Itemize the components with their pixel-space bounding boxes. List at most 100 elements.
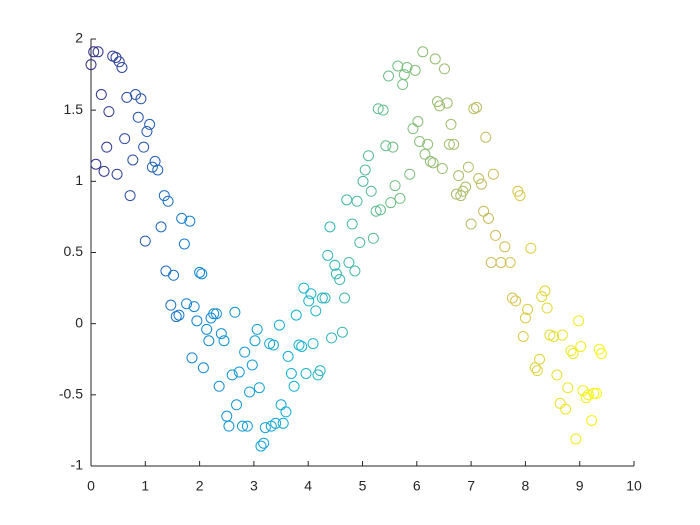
scatter-point xyxy=(132,111,144,123)
scatter-point xyxy=(139,235,151,247)
x-tick-label: 9 xyxy=(576,478,584,494)
scatter-point xyxy=(471,101,483,113)
x-tick-label: 1 xyxy=(141,478,149,494)
scatter-point xyxy=(339,292,351,304)
scatter-point xyxy=(565,345,577,357)
scatter-point xyxy=(387,141,399,153)
scatter-point xyxy=(213,380,225,392)
scatter-point xyxy=(485,256,497,268)
scatter-point xyxy=(218,335,230,347)
scatter-point xyxy=(370,205,382,217)
scatter-point xyxy=(267,339,279,351)
scatter-point xyxy=(536,291,548,303)
scatter-point xyxy=(465,218,477,230)
scatter-point xyxy=(158,190,170,202)
scatter-point xyxy=(168,269,180,281)
scatter-point xyxy=(349,265,361,277)
scatter-point xyxy=(450,188,462,200)
scatter-point xyxy=(181,298,193,310)
scatter-point xyxy=(438,63,450,75)
scatter-point xyxy=(462,161,474,173)
scatter-point xyxy=(282,350,294,362)
scatter-point xyxy=(270,417,282,429)
y-tick-label: -1 xyxy=(71,457,84,473)
scatter-point xyxy=(554,397,566,409)
scatter-point xyxy=(351,195,363,207)
scatter-point xyxy=(92,46,104,58)
scatter-point xyxy=(445,118,457,130)
scatter-point xyxy=(144,118,156,130)
scatter-point xyxy=(155,221,167,233)
scatter-point xyxy=(573,315,585,327)
scatter-point xyxy=(448,138,460,150)
scatter-point xyxy=(231,399,243,411)
scatter-point xyxy=(186,352,198,364)
scatter-point xyxy=(392,60,404,72)
scatter-point xyxy=(173,309,185,321)
scatter-point xyxy=(90,158,102,170)
scatter-point xyxy=(562,382,574,394)
scatter-point xyxy=(226,369,238,381)
scatter-point xyxy=(303,295,315,307)
scatter-point xyxy=(374,204,386,216)
scatter-point xyxy=(539,285,551,297)
scatter-point xyxy=(210,308,222,320)
scatter-point xyxy=(221,410,233,422)
scatter-point xyxy=(103,106,115,118)
scatter-point xyxy=(525,242,537,254)
scatter-point xyxy=(307,338,319,350)
scatter-point xyxy=(510,295,522,307)
scatter-point xyxy=(385,197,397,209)
scatter-point xyxy=(113,56,125,68)
scatter-point xyxy=(178,238,190,250)
scatter-point xyxy=(389,180,401,192)
scatter-point xyxy=(487,168,499,180)
scatter-point xyxy=(300,367,312,379)
x-tick-label: 6 xyxy=(413,478,421,494)
scatter-point xyxy=(188,301,200,313)
scatter-point xyxy=(482,212,494,224)
scatter-point xyxy=(259,422,271,434)
scatter-point xyxy=(401,61,413,73)
scatter-point xyxy=(424,155,436,167)
scatter-point xyxy=(201,323,213,335)
scatter-point xyxy=(176,212,188,224)
scatter-point xyxy=(529,362,541,374)
scatter-point xyxy=(119,133,131,145)
scatter-point xyxy=(441,97,453,109)
y-tick-label: 1.5 xyxy=(64,101,84,117)
scatter-point xyxy=(404,168,416,180)
scatter-point xyxy=(194,266,206,278)
scatter-point xyxy=(357,175,369,187)
scatter-point xyxy=(575,340,587,352)
scatter-point xyxy=(334,274,346,286)
scatter-point xyxy=(127,154,139,166)
scatter-point xyxy=(336,326,348,338)
scatter-point xyxy=(422,138,434,150)
scatter-point xyxy=(146,161,158,173)
scatter-point xyxy=(141,126,153,138)
scatter-point xyxy=(362,150,374,162)
scatter-point xyxy=(582,389,594,401)
scatter-point xyxy=(346,218,358,230)
scatter-point xyxy=(495,256,507,268)
scatter-point xyxy=(162,195,174,207)
x-tick-label: 5 xyxy=(359,478,367,494)
scatter-point xyxy=(591,387,603,399)
scatter-point xyxy=(255,440,267,452)
scatter-point xyxy=(556,329,568,341)
scatter-point xyxy=(101,141,113,153)
scatter-point xyxy=(229,306,241,318)
scatter-point xyxy=(196,268,208,280)
scatter-point xyxy=(427,157,439,169)
scatter-point xyxy=(372,103,384,115)
scatter-point xyxy=(293,339,305,351)
scatter-point xyxy=(138,141,150,153)
scatter-point xyxy=(160,265,172,277)
scatter-point xyxy=(277,417,289,429)
scatter-point xyxy=(419,148,431,160)
scatter-point xyxy=(329,259,341,271)
scatter-point xyxy=(88,46,100,58)
x-tick-label: 2 xyxy=(196,478,204,494)
